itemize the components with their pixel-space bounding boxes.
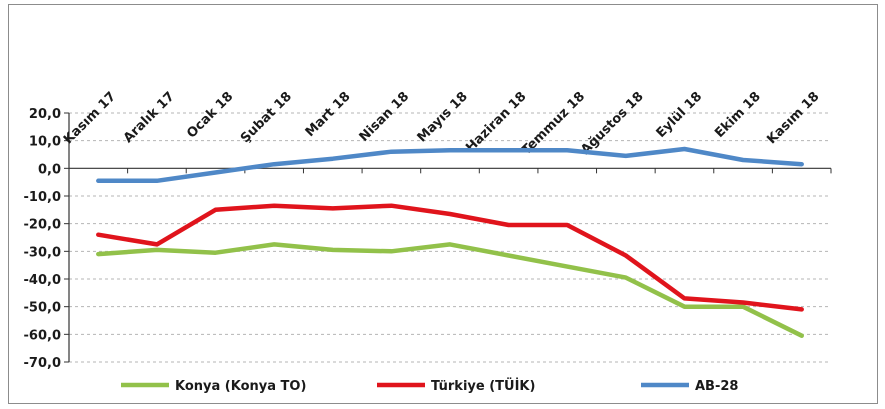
series-line [96,203,804,312]
series-line [96,242,804,338]
x-tick-label: Ocak 18 [184,89,236,141]
x-tick-label: Şubat 18 [238,89,295,146]
series-line [96,146,804,184]
y-tick-label: -10,0 [24,190,61,205]
legend: Konya (Konya TO) Türkiye (TÜİK) AB-28 [121,378,738,394]
legend-label: Konya (Konya TO) [175,379,306,394]
x-tick-label: Kasım 18 [764,89,822,147]
x-tick-label: Ağustos 18 [578,89,646,157]
axes [64,112,832,363]
series-lines [96,146,804,338]
x-tick-label: Eylül 18 [654,89,706,141]
y-tick-label: -20,0 [24,218,61,233]
y-tick-label: 0,0 [38,162,61,177]
x-tick-label: Ekim 18 [712,89,764,141]
y-tick-label: -50,0 [24,301,61,316]
x-tick-label: Mart 18 [303,89,354,140]
y-tick-label: -30,0 [24,245,61,260]
chart-frame: Kasım 17 Aralık 17 Ocak 18 Şubat 18 Mart 18 N… [8,4,878,404]
x-tick-label: Mayıs 18 [415,89,471,145]
x-tick-label: Nisan 18 [357,89,413,145]
x-tick-label: Kasım 17 [61,89,119,147]
legend-label: AB-28 [695,379,738,394]
y-tick-label: -70,0 [24,356,61,371]
line-chart: Kasım 17 Aralık 17 Ocak 18 Şubat 18 Mart 18 N… [24,89,832,394]
y-tick-label: -60,0 [24,328,61,343]
legend-label: Türkiye (TÜİK) [431,378,535,394]
x-tick-labels: Kasım 17 Aralık 17 Ocak 18 Şubat 18 Mart 18 N… [61,89,823,158]
y-tick-label: -40,0 [24,273,61,288]
x-tick-label: Aralık 17 [121,89,178,146]
y-tick-labels: 20,0 10,0 0,0 -10,0 -20,0 -30,0 -40,0 -50,0 -60,… [24,107,61,371]
y-tick-label: 20,0 [29,107,61,122]
y-tick-label: 10,0 [29,135,61,150]
x-tick-label: Haziran 18 [463,89,529,155]
